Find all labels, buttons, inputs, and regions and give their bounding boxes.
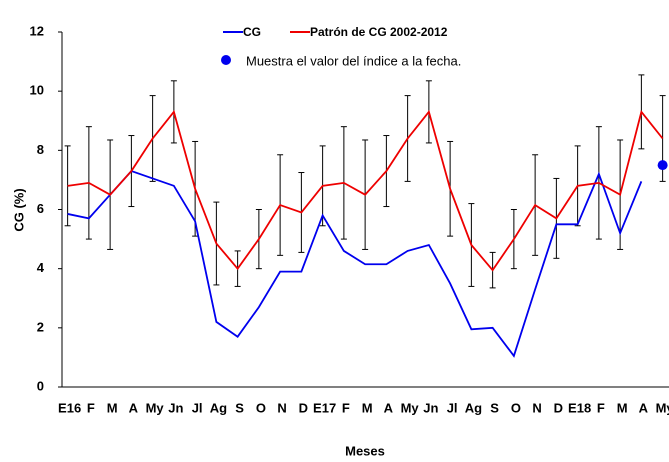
- x-tick-label: O: [256, 400, 266, 415]
- x-tick-label: A: [129, 400, 139, 415]
- x-tick-label: A: [639, 400, 649, 415]
- legend-label: CG: [243, 25, 261, 39]
- x-tick-label: Jl: [447, 400, 458, 415]
- y-tick-label: 10: [30, 83, 44, 98]
- legend-label: Muestra el valor del índice a la fecha.: [246, 53, 461, 68]
- x-tick-label: N: [277, 400, 286, 415]
- y-tick-label: 6: [37, 201, 44, 216]
- x-tick-label: S: [235, 400, 244, 415]
- x-tick-label: O: [511, 400, 521, 415]
- x-tick-label: M: [362, 400, 373, 415]
- x-tick-label: F: [597, 400, 605, 415]
- x-tick-label: A: [384, 400, 394, 415]
- x-tick-label: D: [299, 400, 308, 415]
- marker: [657, 160, 668, 171]
- y-tick-label: 4: [37, 260, 45, 275]
- y-tick-label: 8: [37, 142, 44, 157]
- x-tick-label: F: [87, 400, 95, 415]
- series-line: [67, 169, 643, 358]
- x-tick-label: D: [554, 400, 563, 415]
- x-tick-label: Ag: [465, 400, 482, 415]
- x-tick-label: M: [107, 400, 118, 415]
- x-tick-label: E18: [568, 400, 591, 415]
- series-line: [67, 109, 664, 272]
- x-tick-label: Jn: [168, 400, 183, 415]
- legend-label: Patrón de CG 2002-2012: [310, 25, 448, 39]
- x-tick-label: Jn: [423, 400, 438, 415]
- legend-marker: [221, 55, 231, 65]
- x-tick-label: My: [401, 400, 420, 415]
- x-tick-label: E17: [313, 400, 336, 415]
- x-tick-label: My: [656, 400, 669, 415]
- x-tick-label: N: [532, 400, 541, 415]
- x-tick-label: F: [342, 400, 350, 415]
- x-tick-label: Ag: [210, 400, 227, 415]
- x-tick-label: Jl: [192, 400, 203, 415]
- y-tick-label: 12: [30, 23, 44, 38]
- y-axis-label: CG (%): [11, 188, 26, 231]
- x-tick-label: M: [617, 400, 628, 415]
- x-tick-label: My: [146, 400, 165, 415]
- y-tick-label: 2: [37, 319, 44, 334]
- y-tick-label: 0: [37, 378, 44, 393]
- x-tick-label: E16: [58, 400, 81, 415]
- x-axis-label: Meses: [345, 443, 385, 458]
- x-tick-label: S: [490, 400, 499, 415]
